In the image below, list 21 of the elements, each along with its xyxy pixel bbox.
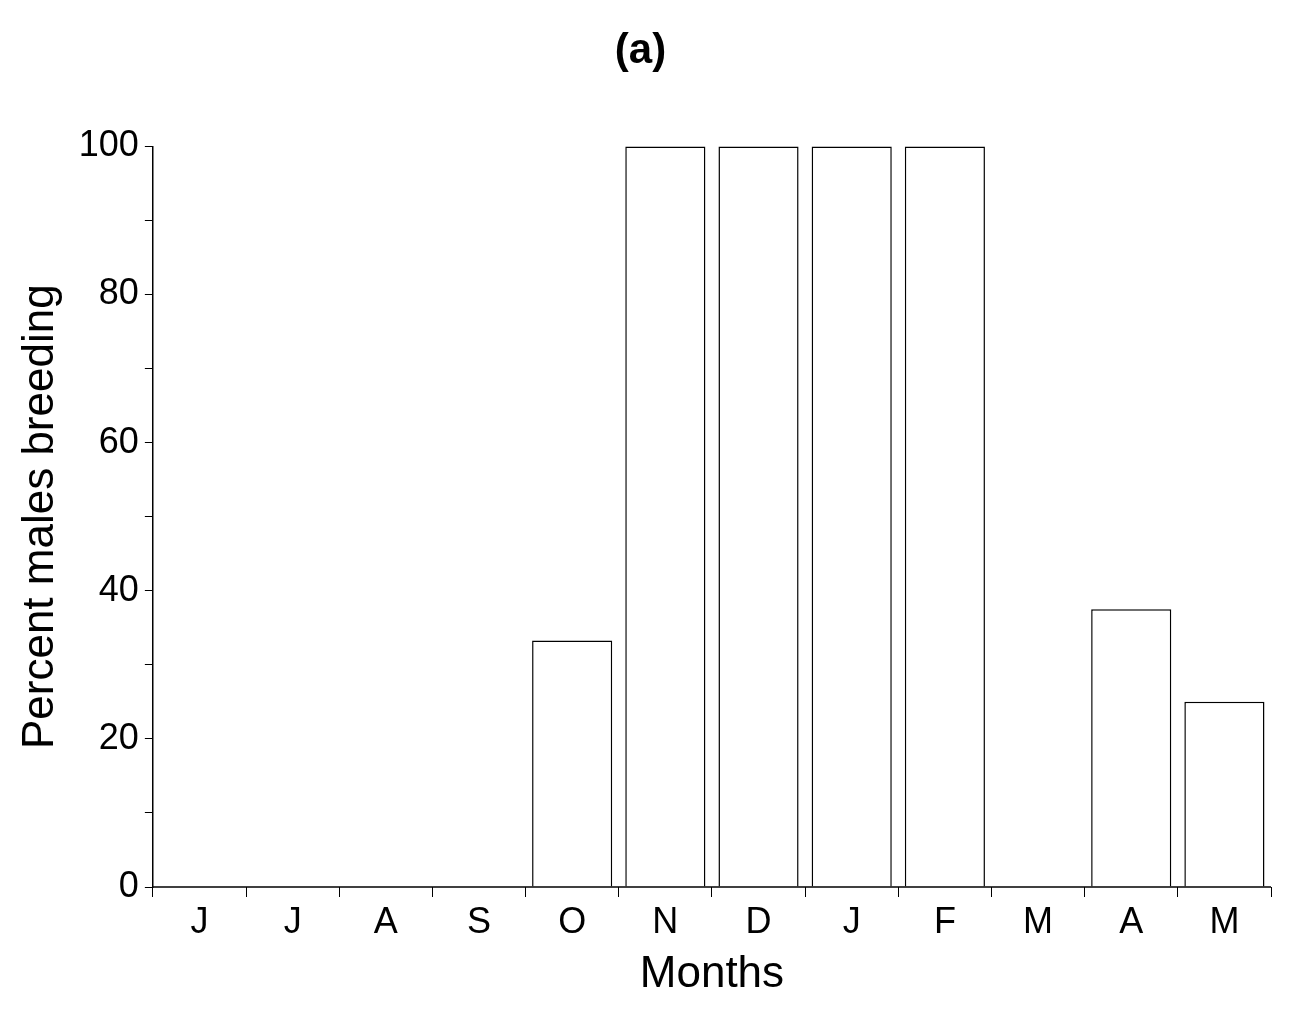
x-tick-label: M <box>1023 899 1054 941</box>
x-tick-label: N <box>652 899 679 941</box>
x-tick-label: O <box>558 899 587 941</box>
x-tick-label: J <box>283 899 302 941</box>
y-tick-label: 20 <box>98 715 139 757</box>
x-tick-label: A <box>373 899 398 941</box>
x-axis-title: Months <box>639 946 785 996</box>
x-tick-label: F <box>933 899 956 941</box>
y-tick-label: 100 <box>78 123 139 165</box>
y-tick-label: 0 <box>118 863 139 905</box>
x-tick-label: D <box>745 899 772 941</box>
x-tick-label: J <box>842 899 861 941</box>
x-tick-label: M <box>1209 899 1240 941</box>
y-axis-title: Percent males breeding <box>12 284 62 750</box>
y-tick-label: 80 <box>98 271 139 313</box>
chart-title: (a) <box>614 24 667 72</box>
y-tick-label: 40 <box>98 567 139 609</box>
y-tick-label: 60 <box>98 419 139 461</box>
x-tick-label: J <box>190 899 209 941</box>
x-tick-label: S <box>466 899 491 941</box>
x-tick-label: A <box>1119 899 1144 941</box>
